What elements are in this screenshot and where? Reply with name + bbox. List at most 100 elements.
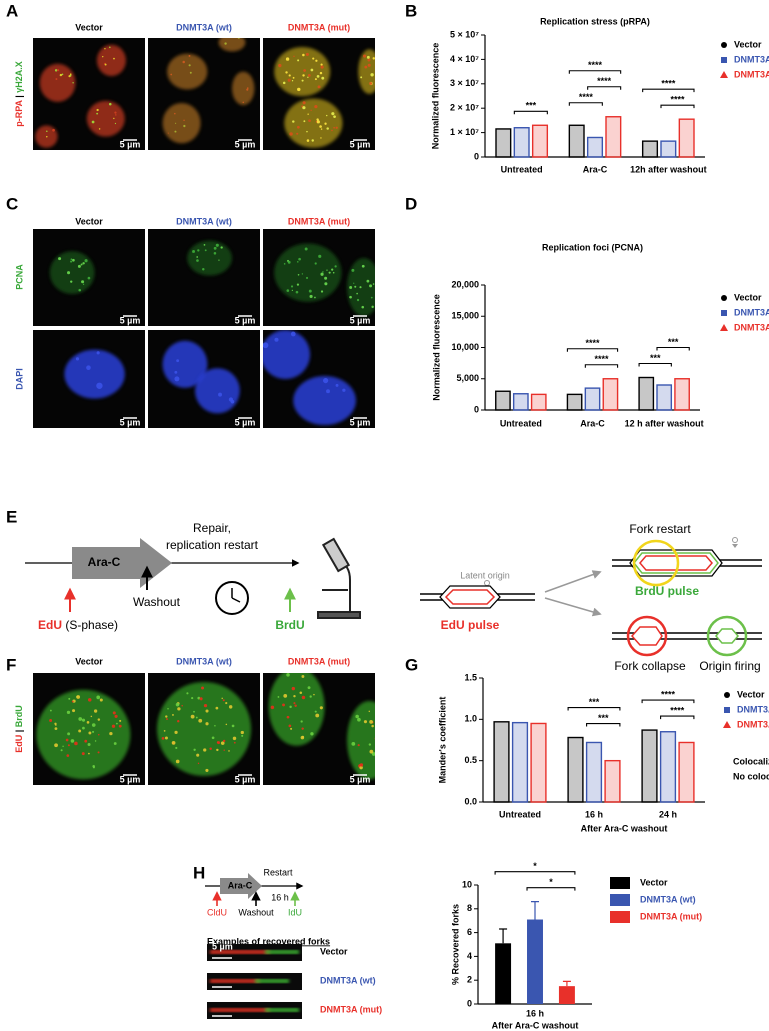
focus	[367, 63, 371, 67]
fork-green	[255, 979, 289, 983]
focus	[310, 109, 312, 112]
bar	[602, 378, 619, 411]
micrograph: 5 µm	[33, 330, 145, 428]
bubble	[715, 628, 739, 644]
focus	[306, 130, 308, 133]
micrograph: 5 µm	[263, 330, 375, 428]
focus	[172, 713, 174, 716]
focus	[193, 710, 195, 713]
panel-e-diagram: Ara-C Repair, replication restart EdU (S…	[25, 521, 762, 673]
condition-label: DNMT3A (wt)	[176, 22, 232, 32]
significance-bracket	[567, 706, 621, 711]
fork-green	[265, 950, 299, 954]
stain: BrdU	[14, 705, 24, 727]
micrograph: 5 µm	[33, 229, 145, 326]
note: (S-phase)	[65, 618, 118, 632]
nucleus	[64, 349, 125, 399]
focus	[54, 727, 58, 731]
focus	[283, 694, 288, 698]
scale-label: 5 µm	[350, 139, 371, 149]
focus	[171, 741, 176, 745]
origin	[732, 537, 738, 543]
focus	[318, 254, 322, 258]
focus	[199, 697, 203, 701]
focus	[306, 139, 310, 142]
focus	[222, 739, 226, 743]
condition-label: Vector	[320, 946, 348, 956]
bar	[530, 393, 547, 411]
focus	[108, 102, 112, 106]
y-tick-label: 4	[467, 951, 472, 961]
micrograph: 5 µm	[33, 673, 145, 785]
nucleus	[39, 63, 76, 102]
bar	[512, 393, 529, 411]
focus	[96, 108, 99, 112]
focus	[96, 695, 101, 700]
legend-label: DNMT3A (mut)	[640, 911, 702, 921]
legend-marker	[724, 692, 730, 698]
image-content	[162, 340, 240, 414]
y-tick-label: 0	[474, 404, 479, 414]
examples-title: Examples of recovered forks	[207, 936, 330, 946]
nucleus	[232, 71, 255, 106]
y-axis-label: Normalized fluorescence	[431, 294, 441, 401]
focus	[307, 113, 309, 115]
legend-label: DNMT3A (wt)	[640, 894, 696, 904]
scale-label: 5 µm	[350, 417, 371, 427]
step-label: Repair,	[193, 521, 231, 535]
focus	[298, 257, 301, 261]
micrograph: 5 µm	[148, 673, 260, 785]
focus	[82, 283, 85, 285]
focus	[335, 383, 339, 387]
panel-letter: F	[6, 655, 16, 674]
significance-bracket	[494, 871, 576, 875]
scale-label: 5 µm	[350, 774, 371, 784]
micrograph: 5 µm	[263, 673, 375, 785]
focus	[182, 60, 185, 64]
focus	[109, 731, 113, 736]
y-tick-label: 20,000	[451, 279, 479, 289]
fork-red	[210, 979, 260, 983]
legend-marker	[610, 911, 630, 923]
focus	[372, 283, 375, 285]
focus	[288, 724, 292, 728]
significance-label: ***	[589, 697, 600, 707]
legend-marker	[721, 295, 727, 301]
label: EdU	[38, 618, 62, 632]
scale-label: 5 µm	[235, 139, 256, 149]
x-tick-label: Ara-C	[580, 418, 605, 428]
focus	[46, 135, 48, 138]
clock-hands	[231, 588, 241, 603]
x-tick-label: 24 h	[659, 809, 677, 819]
image-content	[49, 251, 95, 294]
significance-label: ****	[670, 705, 685, 715]
focus	[290, 727, 293, 730]
significance-label: ****	[585, 338, 600, 348]
focus	[363, 54, 367, 58]
focus	[111, 724, 116, 728]
scale-label: 5 µm	[120, 315, 141, 325]
bar	[527, 919, 543, 1004]
focus	[70, 258, 73, 261]
significance-label: ***	[668, 337, 679, 347]
focus	[291, 686, 296, 691]
focus	[359, 763, 364, 767]
y-axis-label: % Recovered forks	[450, 904, 460, 985]
focus	[335, 126, 338, 129]
focus	[309, 695, 312, 698]
focus	[61, 73, 64, 76]
focus	[290, 331, 296, 337]
legend-label: Vector	[734, 39, 762, 49]
micrograph: 5 µm	[148, 330, 260, 428]
focus	[115, 114, 117, 116]
micrograph: 5 µm	[33, 38, 145, 150]
focus	[202, 267, 205, 271]
significance-label: ***	[526, 101, 537, 111]
focus	[287, 78, 291, 82]
focus	[74, 741, 78, 746]
focus	[286, 673, 290, 677]
focus	[174, 376, 180, 382]
focus	[231, 724, 235, 728]
arrow	[544, 597, 602, 617]
legend-marker	[723, 721, 731, 728]
